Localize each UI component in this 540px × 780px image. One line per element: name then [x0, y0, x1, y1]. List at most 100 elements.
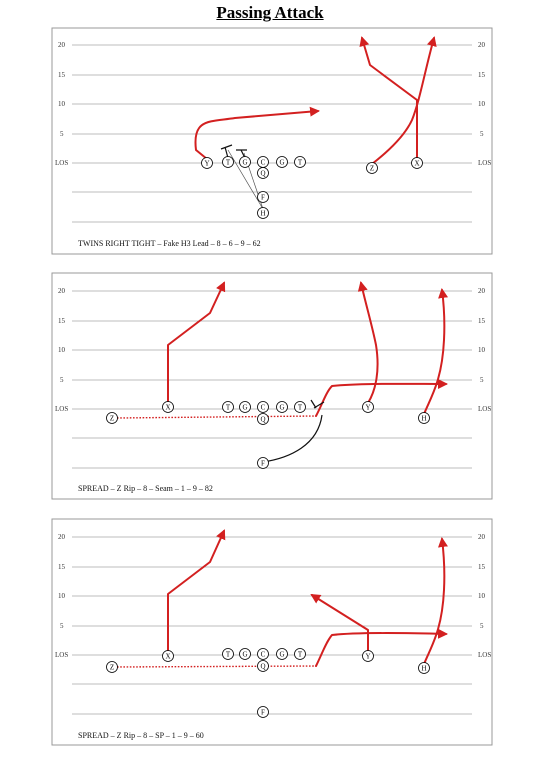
svg-text:Z: Z — [110, 664, 114, 672]
player-z: Z — [106, 661, 118, 673]
route-z — [315, 628, 448, 667]
yard-label: 10 — [58, 592, 66, 600]
player-y: Y — [201, 157, 213, 169]
svg-text:G: G — [279, 404, 284, 412]
yard-label: LOS — [478, 405, 491, 413]
player-h: H — [257, 207, 269, 219]
yard-label: 20 — [478, 533, 486, 541]
motion-z — [116, 665, 317, 668]
block-mark — [310, 399, 317, 409]
play-caption: SPREAD – Z Rip – 8 – Seam – 1 – 9 – 82 — [78, 484, 213, 493]
svg-text:X: X — [165, 653, 170, 661]
page-title: Passing Attack — [216, 3, 324, 22]
player-x: X — [162, 650, 174, 662]
players: Z X T G C G T Q Y H F — [106, 648, 430, 718]
player-g-left: G — [239, 401, 251, 413]
svg-text:G: G — [279, 651, 284, 659]
player-g-right: G — [276, 156, 288, 168]
yard-label: 20 — [58, 533, 66, 541]
yard-label: 20 — [58, 287, 66, 295]
player-g-left: G — [239, 648, 251, 660]
svg-text:H: H — [260, 210, 265, 218]
svg-text:F: F — [261, 194, 265, 202]
player-t-right: T — [294, 648, 306, 660]
field-frame — [51, 518, 493, 746]
player-x: X — [162, 401, 174, 413]
yard-label: LOS — [478, 159, 491, 167]
player-t-left: T — [222, 156, 234, 168]
play-diagram-3: 20 15 10 5 LOS 20 15 10 5 LOS Z X T G C … — [51, 518, 493, 746]
yard-label: 15 — [58, 563, 66, 571]
player-g-right: G — [276, 401, 288, 413]
play-caption: SPREAD – Z Rip – 8 – SP – 1 – 9 – 60 — [78, 731, 204, 740]
player-h: H — [418, 412, 430, 424]
route-h — [423, 288, 449, 415]
yard-label: 5 — [480, 130, 484, 138]
yard-label: 10 — [58, 346, 66, 354]
player-c: C — [257, 156, 269, 168]
route-y — [310, 593, 369, 653]
svg-text:T: T — [298, 404, 303, 412]
svg-text:Z: Z — [370, 165, 374, 173]
yard-label: 10 — [478, 100, 486, 108]
yard-labels-left: 20 15 10 5 LOS — [55, 41, 68, 167]
play-diagram-2: 20 15 10 5 LOS 20 15 10 5 LOS Z X T G C … — [51, 272, 493, 500]
yard-lines — [72, 290, 472, 469]
player-x: X — [411, 157, 423, 169]
yard-label: 10 — [478, 346, 486, 354]
yard-label: LOS — [478, 651, 491, 659]
svg-text:Y: Y — [204, 160, 209, 168]
player-f: F — [257, 706, 269, 718]
player-q: Q — [257, 413, 269, 425]
player-q: Q — [257, 167, 269, 179]
svg-text:Q: Q — [260, 416, 265, 424]
yard-label: LOS — [55, 159, 68, 167]
player-g-left: G — [239, 156, 251, 168]
svg-text:Q: Q — [260, 170, 265, 178]
route-y — [357, 281, 379, 404]
svg-text:T: T — [226, 404, 231, 412]
player-z: Z — [366, 162, 378, 174]
svg-text:Z: Z — [110, 415, 114, 423]
player-t-left: T — [222, 401, 234, 413]
yard-label: 10 — [478, 592, 486, 600]
field-frame — [51, 272, 493, 500]
svg-text:F: F — [261, 709, 265, 717]
player-z: Z — [106, 412, 118, 424]
yard-label: 20 — [478, 287, 486, 295]
yard-label: 10 — [58, 100, 66, 108]
yard-labels-left: 20 15 10 5 LOS — [55, 287, 68, 413]
yard-label: 5 — [60, 622, 64, 630]
player-t-right: T — [294, 156, 306, 168]
player-y: Y — [362, 650, 374, 662]
players: Y T G C G T Q Z X F H — [201, 156, 423, 219]
svg-text:T: T — [298, 159, 303, 167]
yard-label: 15 — [58, 71, 66, 79]
svg-text:H: H — [421, 415, 426, 423]
svg-text:T: T — [226, 651, 231, 659]
player-g-right: G — [276, 648, 288, 660]
svg-text:Y: Y — [365, 653, 370, 661]
route-x — [167, 529, 226, 653]
svg-text:T: T — [226, 159, 231, 167]
yard-label: 5 — [60, 376, 64, 384]
field-frame — [51, 27, 493, 255]
player-q: Q — [257, 660, 269, 672]
yard-lines — [72, 536, 472, 715]
yard-label: 15 — [478, 71, 486, 79]
player-c: C — [257, 648, 269, 660]
player-t-left: T — [222, 648, 234, 660]
motion-z — [116, 415, 317, 419]
yard-label: 5 — [480, 376, 484, 384]
route-z — [371, 36, 437, 165]
svg-text:F: F — [261, 460, 265, 468]
svg-text:Y: Y — [365, 404, 370, 412]
route-y — [194, 106, 320, 160]
svg-text:G: G — [279, 159, 284, 167]
yard-labels-left: 20 15 10 5 LOS — [55, 533, 68, 659]
player-c: C — [257, 401, 269, 413]
yard-labels-right: 20 15 10 5 LOS — [478, 41, 491, 167]
yard-labels-right: 20 15 10 5 LOS — [478, 287, 491, 413]
svg-text:G: G — [242, 404, 247, 412]
